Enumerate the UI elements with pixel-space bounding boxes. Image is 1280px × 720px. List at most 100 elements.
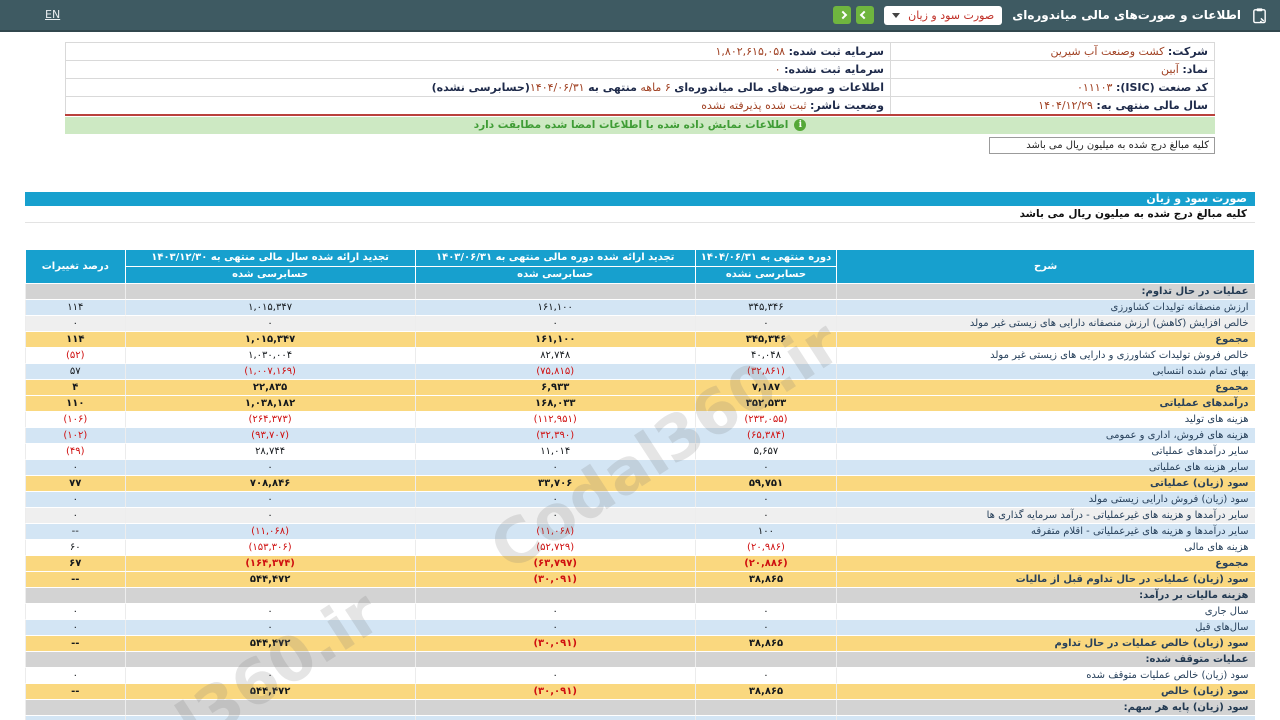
row-value: ۰ — [414, 667, 696, 684]
row-value: ۵۹,۷۵۱ — [694, 475, 837, 492]
row-value — [25, 283, 126, 300]
row-value: ۰ — [25, 603, 126, 620]
table-row: سود (زیان) عملیات در حال تداوم قبل از ما… — [25, 571, 1255, 588]
table-row: سایر هزینه های عملیاتی ۰ ۰ ۰ ۰ — [25, 459, 1255, 476]
row-value: ۰ — [414, 619, 696, 636]
row-label: مجموع — [836, 379, 1255, 396]
row-value — [694, 699, 837, 716]
col-header-prev-period: تجدید ارائه شده دوره مالی منتهی به ۱۴۰۳/… — [414, 248, 696, 267]
isic-label: کد صنعت (ISIC): — [1115, 81, 1208, 94]
unregistered-capital-value: ۰ — [774, 63, 781, 76]
language-toggle-en[interactable]: EN — [45, 8, 61, 21]
row-label: هزینه های تولید — [836, 411, 1255, 428]
row-value: -- — [25, 635, 126, 652]
col-subheader-audited: حسابرسی شده — [124, 265, 416, 284]
row-label — [836, 715, 1255, 720]
income-statement: Codal360.ir Codal360.ir شرح دوره منتهی ب… — [17, 248, 1255, 720]
row-value: ۶۷ — [25, 555, 126, 572]
row-value: (۳۲,۳۹۰) — [414, 427, 696, 444]
row-value: ۵۴۴,۴۷۲ — [124, 635, 416, 652]
top-header-bar: اطلاعات و صورت‌های مالی میاندوره‌ای صورت… — [0, 0, 1280, 32]
row-value: ۵,۶۵۷ — [694, 443, 837, 460]
row-value: ۲۸,۷۴۴ — [124, 443, 416, 460]
col-header-current-period: دوره منتهی به ۱۴۰۴/۰۶/۳۱ — [694, 248, 838, 267]
unregistered-capital-cell: سرمایه ثبت نشده: ۰ — [65, 60, 891, 79]
table-row: خالص فروش تولیدات کشاورزی و دارایی های ز… — [25, 347, 1255, 364]
statement-title-bar: صورت سود و زیان — [25, 191, 1255, 206]
row-value: (۲۳۳,۰۵۵) — [694, 411, 837, 428]
prev-report-button[interactable] — [856, 6, 875, 24]
row-value: ۳۳,۷۰۶ — [414, 475, 696, 492]
table-row: سال جاری ۰ ۰ ۰ ۰ — [25, 603, 1255, 620]
row-label: مجموع — [836, 555, 1255, 572]
col-header-pct-change: درصد تغییرات — [25, 248, 126, 284]
row-value: ۶۰ — [25, 539, 126, 556]
table-row: مجموع ۷,۱۸۷ ۶,۹۳۳ ۲۲,۸۳۵ ۴ — [25, 379, 1255, 396]
row-value: ۰ — [694, 315, 837, 332]
company-value[interactable]: کشت وصنعت آب شیرین — [1050, 45, 1165, 58]
period-length-value: ۶ ماهه — [640, 81, 671, 94]
row-value: ۰ — [124, 667, 416, 684]
report-type-value: صورت سود و زیان — [908, 8, 995, 22]
symbol-value[interactable]: آبین — [1161, 63, 1179, 76]
table-row: سود (زیان) خالص ۳۸,۸۶۵ (۳۰,۰۹۱) ۵۴۴,۴۷۲ -- — [25, 683, 1255, 700]
row-value: ۰ — [25, 459, 126, 476]
col-subheader-unaudited: حسابرسی نشده — [694, 265, 838, 284]
row-value: (۲۶۴,۳۷۳) — [124, 411, 416, 428]
unregistered-capital-label: سرمایه ثبت نشده: — [784, 63, 884, 76]
row-value: (۱۵۳,۳۰۶) — [124, 539, 416, 556]
table-row: درآمدهای عملیاتی ۳۵۲,۵۳۳ ۱۶۸,۰۳۳ ۱,۰۳۸,۱۸۲ ۱… — [25, 395, 1255, 412]
row-value: (۲۰,۹۸۶) — [694, 539, 837, 556]
row-value — [414, 699, 696, 716]
publisher-status-value: ثبت شده پذیرفته نشده — [701, 98, 807, 112]
row-value: ۷۰۸,۸۴۶ — [124, 475, 416, 492]
row-label: هزینه مالیات بر درآمد: — [836, 587, 1255, 604]
page-title: اطلاعات و صورت‌های مالی میاندوره‌ای — [1012, 8, 1241, 22]
row-value: ۵۷ — [25, 363, 126, 380]
row-value: ۱۱۴ — [25, 299, 126, 316]
chevron-left-icon — [859, 10, 869, 20]
row-value: ۸۲,۷۴۸ — [414, 347, 696, 364]
fiscal-year-value: ۱۴۰۴/۱۲/۲۹ — [1038, 98, 1093, 112]
row-value — [124, 283, 416, 300]
info-row: شرکت: کشت وصنعت آب شیرین سرمایه ثبت شده:… — [65, 42, 1216, 61]
row-value: (۳۰,۰۹۱) — [414, 683, 696, 700]
row-value: ۴۰,۰۴۸ — [694, 347, 837, 364]
units-select[interactable]: کلیه مبالغ درج شده به میلیون ریال می باش… — [989, 136, 1215, 154]
isic-cell: کد صنعت (ISIC): ۰۱۱۱۰۳ — [889, 78, 1216, 97]
row-label: سود (زیان) فروش دارایی زیستی مولد — [836, 491, 1255, 508]
row-value: ۱,۰۱۵,۳۴۷ — [124, 299, 416, 316]
row-value: ۰ — [694, 619, 837, 636]
row-value: ۵۴۴,۴۷۲ — [124, 571, 416, 588]
row-value: (۱۱۲,۹۵۱) — [414, 411, 696, 428]
company-info-table: شرکت: کشت وصنعت آب شیرین سرمایه ثبت شده:… — [65, 42, 1216, 116]
income-statement-body: عملیات در حال تداوم: ارزش منصفانه تولیدات… — [25, 283, 1255, 720]
row-value — [694, 715, 837, 720]
row-label: خالص افزایش (کاهش) ارزش منصفانه دارایی ه… — [836, 315, 1255, 332]
row-value: ۰ — [25, 315, 126, 332]
signature-match-text: اطلاعات نمایش داده شده با اطلاعات امضا ش… — [473, 119, 789, 131]
row-value: ۰ — [25, 667, 126, 684]
units-note: کلیه مبالغ درج شده به میلیون ریال می باش… — [25, 205, 1255, 223]
row-value: ۰ — [124, 315, 416, 332]
row-label: عملیات در حال تداوم: — [836, 283, 1255, 300]
row-value — [25, 587, 126, 604]
table-row: هزینه های مالی (۲۰,۹۸۶) (۵۲,۷۲۹) (۱۵۳,۳۰۶) ۶… — [25, 539, 1255, 556]
row-value: ۱,۰۳۸,۱۸۲ — [124, 395, 416, 412]
next-report-button[interactable] — [833, 6, 852, 24]
row-value: ۱۶۸,۰۳۳ — [414, 395, 696, 412]
row-value: ۳۸,۸۶۵ — [694, 635, 837, 652]
row-value: -- — [25, 571, 126, 588]
report-type-dropdown[interactable]: صورت سود و زیان — [884, 5, 1003, 25]
row-value: (۱۱,۰۶۸) — [124, 523, 416, 540]
table-row: سایر درآمدها و هزینه های غیرعملیاتی - اق… — [25, 523, 1255, 540]
row-value — [414, 283, 696, 300]
row-label: سال‌های قبل — [836, 619, 1255, 636]
row-value: ۰ — [414, 603, 696, 620]
row-label: سود (زیان) خالص عملیات در حال تداوم — [836, 635, 1255, 652]
section-header-row: سود (زیان) پایه هر سهم: — [25, 699, 1255, 716]
publisher-status-cell: وضعیت ناشر: ثبت شده پذیرفته نشده — [65, 96, 891, 115]
row-value: ۰ — [414, 459, 696, 476]
row-value: ۱۰۰ — [694, 523, 837, 540]
